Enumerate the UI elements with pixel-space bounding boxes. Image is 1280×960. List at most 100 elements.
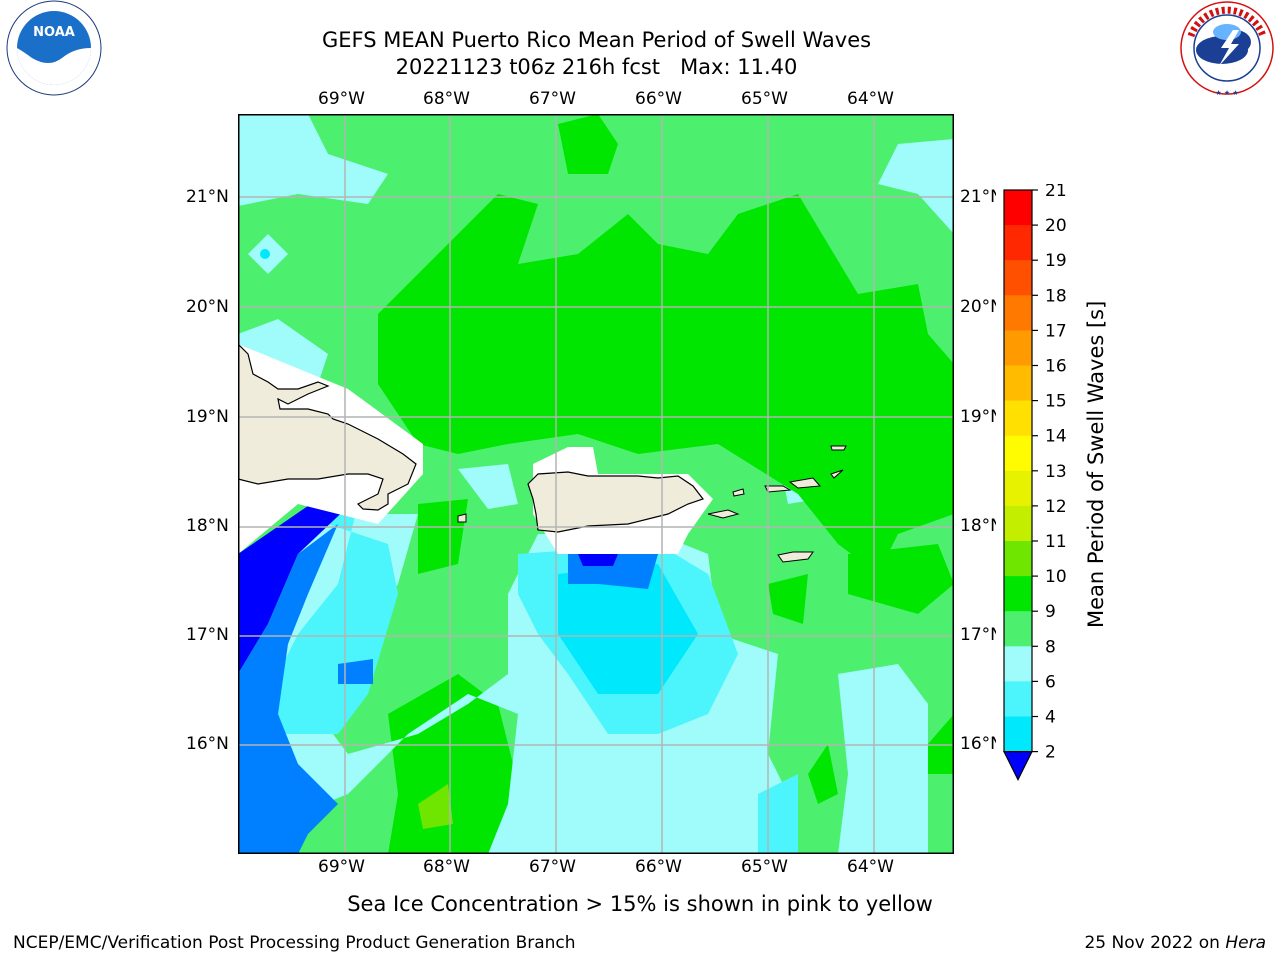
land-anguilla [830, 445, 847, 451]
lat-label-left-19n: 19°N [186, 407, 229, 427]
colorbar-tick-label: 4 [1045, 708, 1056, 728]
colorbar-svg: 21 20 19 18 17 16 15 14 13 12 11 10 9 8 6 4 2 [1003, 181, 1067, 781]
field-10-11-patch [768, 574, 808, 624]
field-10-11-top [558, 114, 618, 174]
colorbar-tick-label: 11 [1045, 532, 1067, 552]
nws-logo-stars: ★ ★ ★ [1215, 89, 1238, 97]
colorbar-extension [1003, 751, 1033, 781]
colorbar-segment [1004, 225, 1032, 261]
lon-label-top-68w: 68°W [423, 89, 470, 109]
field-8-9-se [838, 664, 928, 854]
lon-label-bottom-66w: 66°W [635, 857, 682, 877]
footer-date: 25 Nov 2022 on Hera [1084, 932, 1266, 954]
lat-label-left-18n: 18°N [186, 516, 229, 536]
land-st-croix [777, 551, 814, 563]
land-vieques [707, 509, 740, 519]
sea-ice-note: Sea Ice Concentration > 15% is shown in … [347, 892, 933, 916]
swell-period-map [237, 114, 954, 854]
lat-label-left-16n: 16°N [186, 734, 229, 754]
lon-label-bottom-69w: 69°W [318, 857, 365, 877]
colorbar-segment [1004, 400, 1032, 437]
colorbar-tick-label: 18 [1045, 286, 1067, 306]
colorbar-segment [1004, 295, 1032, 331]
field-4-6-south-pr [558, 564, 698, 694]
colorbar-segment [1004, 541, 1032, 577]
lat-label-left-21n: 21°N [186, 187, 229, 207]
chart-title-line2: 20221123 t06z 216h fcst Max: 11.40 [395, 55, 798, 79]
colorbar-segment [1004, 505, 1032, 542]
colorbar-segment [1004, 681, 1032, 717]
field-8-9-nw [238, 114, 388, 206]
field-10-11-small [808, 744, 838, 804]
map-frame [238, 114, 954, 854]
colorbar-segment [1004, 435, 1032, 472]
colorbar-tick-label: 2 [1045, 743, 1056, 763]
land-hispaniola [237, 342, 417, 511]
colorbar-tick-label: 14 [1045, 427, 1067, 447]
lat-label-left-17n: 17°N [186, 625, 229, 645]
lon-label-bottom-64w: 64°W [847, 857, 894, 877]
colorbar: 21 20 19 18 17 16 15 14 13 12 11 10 9 8 6 4 2 [996, 181, 1076, 784]
footer-date-text: 25 Nov 2022 on [1084, 933, 1220, 953]
lon-label-top-67w: 67°W [529, 89, 576, 109]
lon-label-bottom-65w: 65°W [741, 857, 788, 877]
lat-label-right-21n: 21°N [960, 187, 1003, 207]
colorbar-segment [1004, 260, 1032, 296]
colorbar-segment [1004, 576, 1032, 612]
footer-branch: NCEP/EMC/Verification Post Processing Pr… [13, 933, 576, 953]
colorbar-tick-label: 15 [1045, 392, 1067, 412]
lon-label-bottom-68w: 68°W [423, 857, 470, 877]
land-culebra [732, 488, 745, 497]
colorbar-segment [1004, 330, 1032, 366]
field-11-12-spot [418, 784, 453, 829]
noaa-logo-text: NOAA [33, 25, 75, 40]
colorbar-tick-label: 13 [1045, 462, 1067, 482]
lon-label-top-69w: 69°W [318, 89, 365, 109]
field-10-11-edge [928, 714, 954, 774]
colorbar-tick-label: 20 [1045, 216, 1067, 236]
lon-label-top-66w: 66°W [635, 89, 682, 109]
colorbar-tick-label: 19 [1045, 251, 1067, 271]
lat-label-right-18n: 18°N [960, 516, 1003, 536]
lat-label-right-19n: 19°N [960, 407, 1003, 427]
field-8-9-ne [878, 139, 954, 234]
field-2-4-sw [238, 524, 338, 854]
colorbar-tick-label: 16 [1045, 357, 1067, 377]
lat-label-right-20n: 20°N [960, 297, 1003, 317]
land-tortola [788, 477, 822, 489]
colorbar-label: Mean Period of Swell Waves [s] [1084, 300, 1108, 628]
land-anegada [830, 469, 844, 479]
colorbar-segment [1004, 365, 1032, 402]
colorbar-tick-label: 10 [1045, 567, 1067, 587]
footer-machine: Hera [1225, 933, 1266, 953]
lon-label-top-65w: 65°W [741, 89, 788, 109]
colorbar-tick-label: 12 [1045, 497, 1067, 517]
lat-label-right-17n: 17°N [960, 625, 1003, 645]
colorbar-segment [1004, 470, 1032, 507]
colorbar-segment [1004, 646, 1032, 682]
field-6-8-spot [260, 249, 270, 259]
field-2-4-patch [338, 659, 373, 684]
field-8-9-mid [458, 464, 518, 509]
lat-label-right-16n: 16°N [960, 734, 1003, 754]
field-below-2 [238, 499, 353, 674]
field-below-2-pr [578, 554, 618, 566]
land-mona [457, 513, 467, 523]
colorbar-tick-label: 17 [1045, 321, 1067, 341]
colorbar-tick-label: 8 [1045, 637, 1056, 657]
lon-label-bottom-67w: 67°W [529, 857, 576, 877]
lon-label-top-64w: 64°W [847, 89, 894, 109]
land-st-thomas [764, 485, 792, 493]
lat-label-left-20n: 20°N [186, 297, 229, 317]
nws-logo: ★ ★ ★ [1177, 0, 1277, 100]
map-gridlines [238, 114, 954, 854]
noaa-logo: NOAA [4, 0, 104, 100]
chart-title-line1: GEFS MEAN Puerto Rico Mean Period of Swe… [321, 28, 872, 52]
field-10-11-sw [418, 499, 468, 574]
colorbar-segment [1004, 611, 1032, 647]
colorbar-segment [1004, 716, 1032, 753]
colorbar-segment [1004, 190, 1032, 226]
colorbar-tick-label: 6 [1045, 672, 1056, 692]
colorbar-tick-label: 21 [1045, 184, 1067, 201]
colorbar-tick-label: 9 [1045, 602, 1056, 622]
